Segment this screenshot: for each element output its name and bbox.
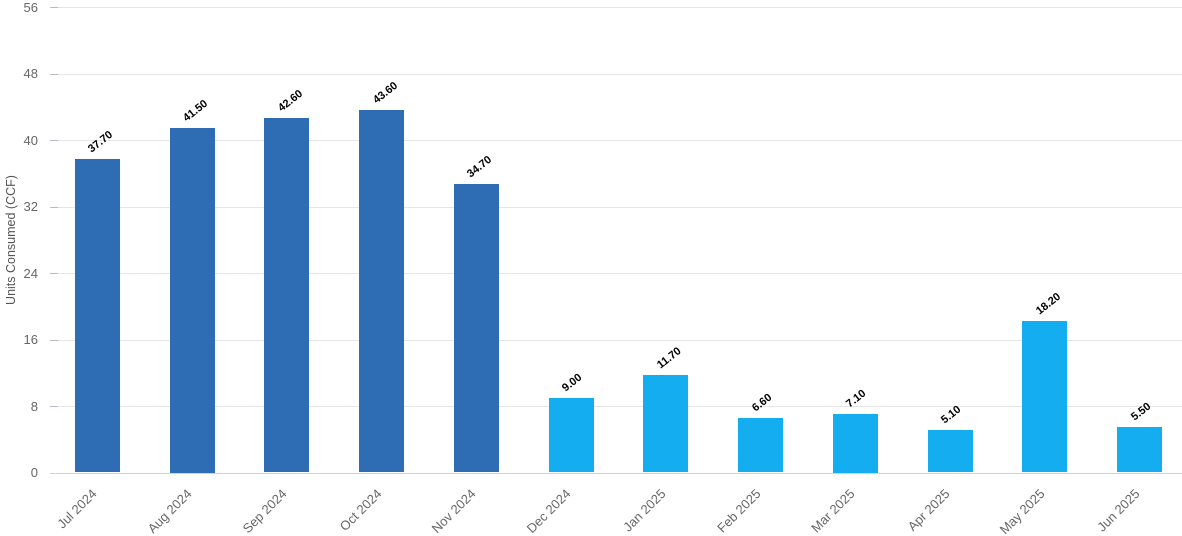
gridline	[50, 406, 1182, 407]
x-tick-label: Sep 2024	[239, 486, 290, 536]
gridline	[50, 207, 1182, 208]
y-tick-label: 56	[23, 0, 38, 15]
x-tick-label: Jun 2025	[1093, 486, 1143, 535]
bar-value-label: 9.00	[560, 371, 585, 394]
bar-jan-2025[interactable]	[643, 375, 689, 473]
x-axis-line	[50, 473, 1182, 474]
y-tick-label: 32	[23, 199, 38, 214]
gridline	[50, 273, 1182, 274]
y-tick-mark	[50, 7, 58, 8]
bar-value-label: 5.50	[1128, 400, 1153, 424]
y-tick-mark	[50, 140, 58, 141]
y-tick-mark	[50, 340, 58, 341]
y-tick-mark	[50, 74, 58, 75]
x-tick-label: Jul 2024	[54, 486, 101, 532]
bar-apr-2025[interactable]	[927, 430, 973, 473]
bar-value-label: 42.60	[275, 88, 305, 115]
y-axis-title: Units Consumed (CCF)	[4, 175, 18, 305]
bar-dec-2024[interactable]	[548, 397, 594, 473]
y-tick-mark	[50, 207, 58, 208]
x-tick-label: Mar 2025	[808, 486, 858, 536]
gridline	[50, 7, 1182, 8]
x-tick-label: Aug 2024	[144, 486, 195, 536]
x-tick-label: Dec 2024	[523, 486, 574, 536]
x-tick-label: Nov 2024	[429, 486, 479, 536]
x-tick-label: Apr 2025	[904, 486, 953, 534]
x-tick-label: May 2025	[996, 486, 1048, 536]
gridline	[50, 140, 1182, 141]
bar-mar-2025[interactable]	[832, 413, 878, 473]
y-tick-label: 8	[30, 399, 38, 414]
x-tick-label: Jan 2025	[620, 486, 669, 535]
bar-aug-2024[interactable]	[169, 127, 215, 473]
y-tick-label: 40	[23, 133, 38, 148]
bar-value-label: 34.70	[465, 153, 495, 181]
y-tick-mark	[50, 273, 58, 274]
bar-value-label: 5.10	[939, 403, 964, 427]
bar-value-label: 43.60	[370, 79, 400, 107]
bar-oct-2024[interactable]	[359, 110, 405, 473]
bar-value-label: 11.70	[654, 345, 684, 372]
y-tick-label: 0	[30, 465, 38, 480]
bar-value-label: 18.20	[1033, 290, 1063, 318]
y-tick-label: 16	[23, 332, 38, 347]
y-tick-mark	[50, 406, 58, 407]
gridline	[50, 340, 1182, 341]
bar-jul-2024[interactable]	[74, 159, 120, 473]
bar-nov-2024[interactable]	[453, 184, 499, 473]
x-tick-label: Feb 2025	[713, 486, 764, 536]
y-tick-label: 24	[23, 266, 38, 281]
bar-value-label: 6.60	[749, 391, 774, 414]
gridline	[50, 74, 1182, 75]
x-tick-label: Oct 2024	[336, 486, 385, 534]
bar-may-2025[interactable]	[1022, 321, 1068, 473]
bar-value-label: 37.70	[86, 128, 116, 156]
bar-value-label: 41.50	[181, 97, 211, 124]
y-tick-label: 48	[23, 66, 38, 81]
bar-feb-2025[interactable]	[738, 417, 784, 473]
bar-jun-2025[interactable]	[1117, 426, 1163, 473]
bar-sep-2024[interactable]	[264, 118, 310, 473]
